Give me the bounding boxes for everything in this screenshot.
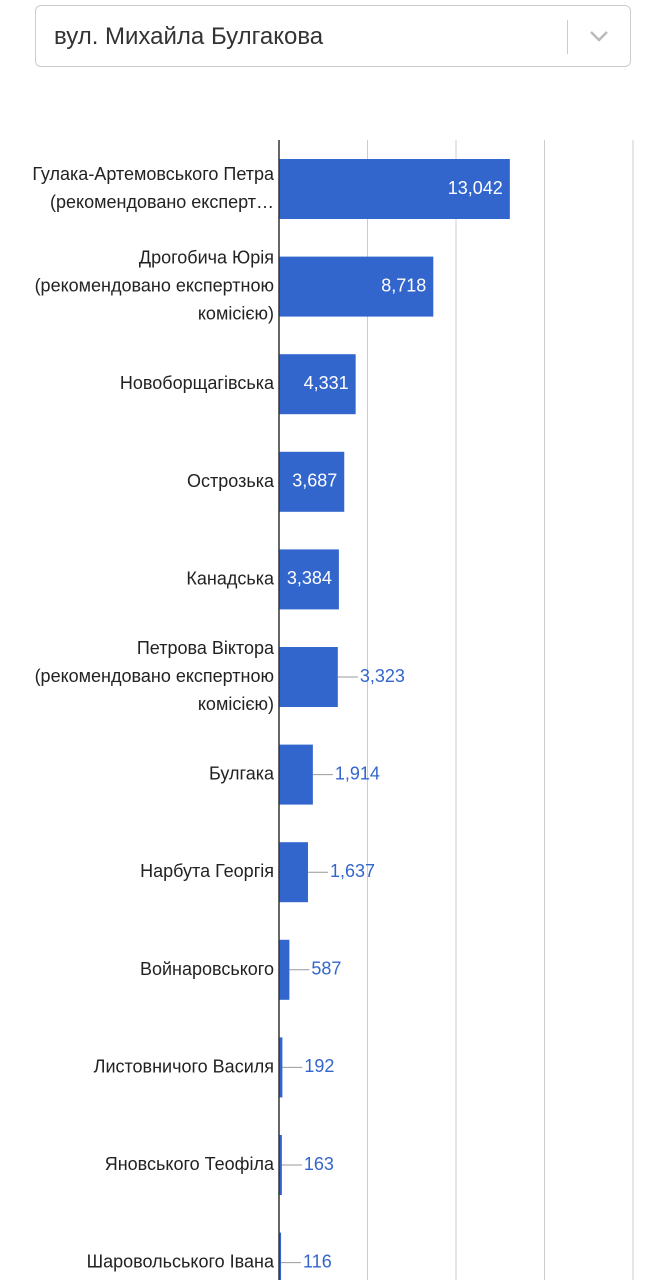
y-tick-label: Петрова Віктора (рекомендовано експертною…	[35, 638, 275, 714]
bar	[279, 1135, 282, 1195]
value-label: 3,384	[287, 568, 332, 588]
bar	[279, 842, 308, 903]
y-tick-label: Шаровольського Івана	[87, 1251, 275, 1271]
bar	[279, 647, 338, 707]
value-label: 1,914	[335, 763, 380, 783]
separator	[567, 20, 568, 54]
bar	[279, 451, 345, 512]
bar	[279, 159, 510, 219]
y-tick-label: Острозька	[187, 471, 275, 491]
y-tick-label: Листовничого Василя	[94, 1056, 274, 1076]
value-label: 13,042	[448, 178, 503, 198]
value-label: 3,323	[360, 666, 405, 686]
y-tick-label: Войнаровського	[140, 959, 274, 979]
value-label: 8,718	[381, 275, 426, 295]
value-label: 4,331	[304, 373, 349, 393]
value-label: 587	[311, 959, 341, 979]
y-tick-label: Новоборщагівська	[120, 373, 275, 393]
bar	[279, 744, 313, 805]
value-label: 1,637	[330, 861, 375, 881]
value-label: 163	[304, 1154, 334, 1174]
dropdown-value: вул. Михайла Булгакова	[54, 23, 324, 50]
value-label: 192	[304, 1056, 334, 1076]
bar	[279, 1232, 282, 1280]
chevron[interactable]	[588, 28, 610, 44]
value-label: 3,687	[292, 471, 337, 491]
y-tick-label: Булгака	[209, 763, 275, 783]
y-tick-label: Канадська	[186, 568, 275, 588]
value-label: 116	[303, 1251, 332, 1271]
dropdown[interactable]: вул. Михайла Булгакова	[35, 5, 631, 67]
bar	[279, 354, 356, 415]
y-tick-label: Гулака-Артемовського Петра (рекомендовано…	[32, 164, 275, 212]
bar	[279, 1037, 283, 1098]
bar	[279, 939, 290, 1000]
y-tick-label: Дрогобича Юрія (рекомендовано експертною к…	[35, 247, 274, 323]
bar	[279, 549, 339, 610]
y-tick-label: Нарбута Георгія	[140, 861, 274, 881]
y-tick-label: Яновського Теофіла	[105, 1154, 275, 1174]
bar	[279, 256, 434, 317]
